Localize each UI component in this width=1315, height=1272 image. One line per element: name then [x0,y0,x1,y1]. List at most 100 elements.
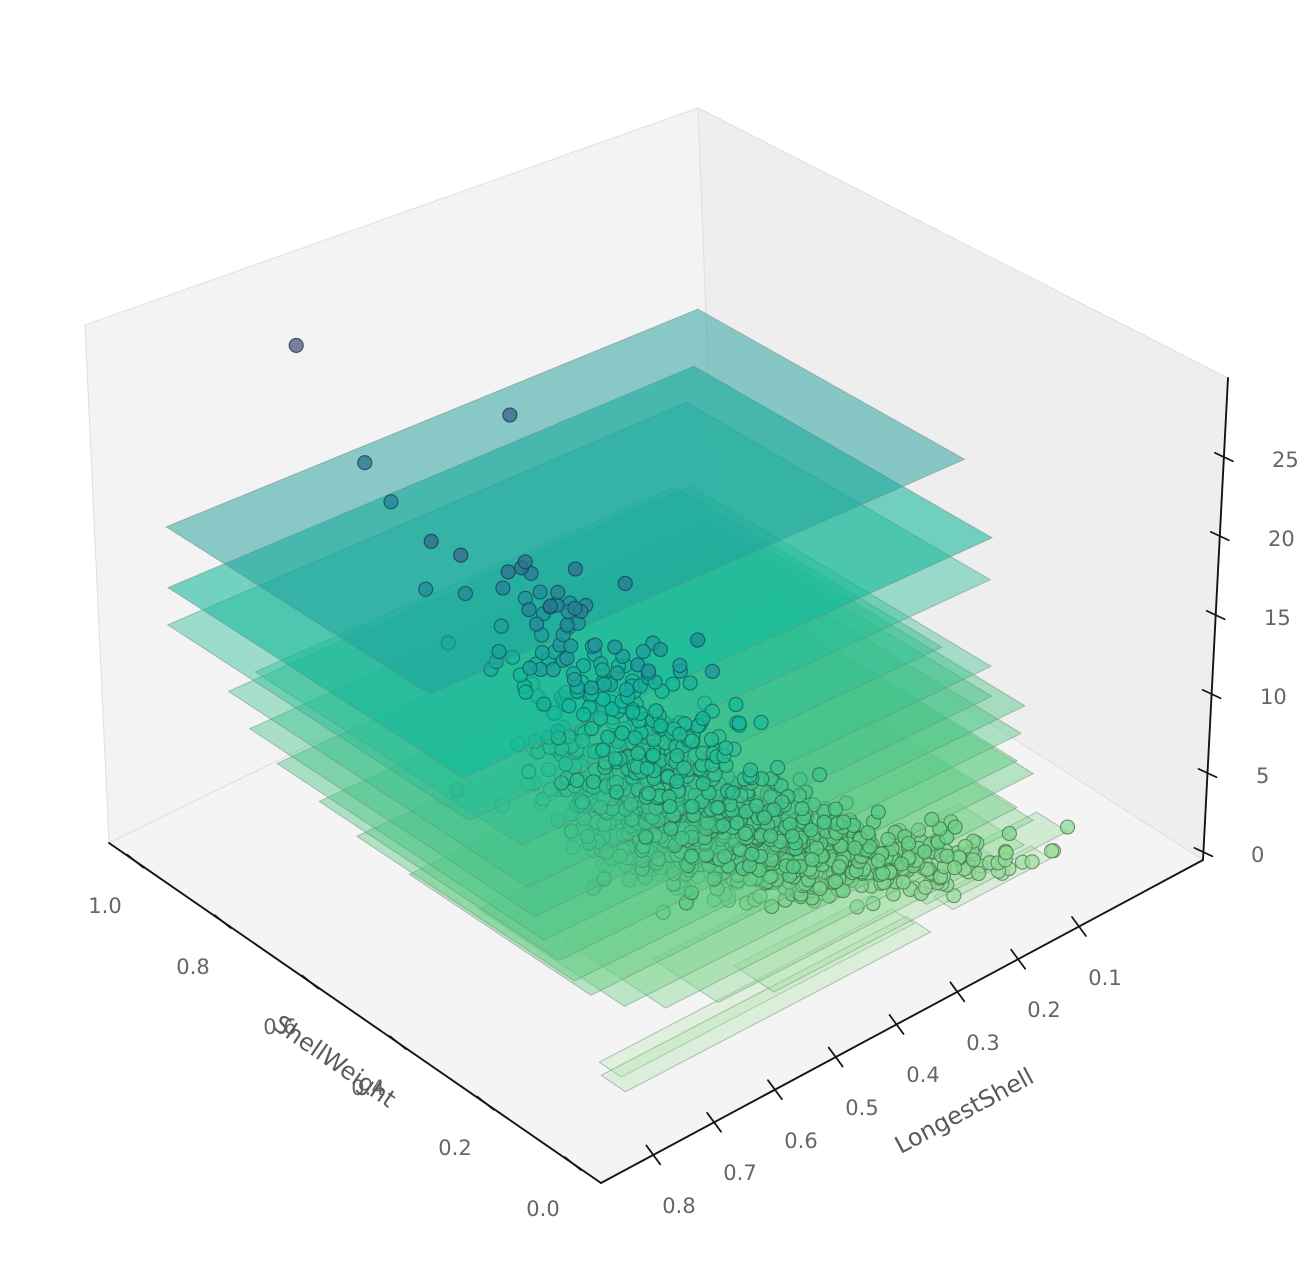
scatter-point [715,818,731,834]
axis-spines [108,377,1229,1184]
scatter-point [676,760,692,776]
scatter-point [946,860,963,876]
scatter-point [917,844,933,860]
scatter-point [672,657,688,674]
scatter-point [596,676,612,692]
scatter-point [672,726,688,742]
scatter-point [542,598,559,614]
scatter-point [614,725,630,741]
svg-text:0.4: 0.4 [906,1063,939,1087]
tick-labels: 1.0 0.8 0.6 0.4 0.2 0.0 0.8 0.7 0.6 0.5 0.4 0.3 0.2 0… [88,448,1298,1221]
scatter-point [609,665,625,681]
scatter-point [812,767,828,783]
scatter-point [641,785,657,801]
scatter-point [357,455,373,471]
scatter-point [540,762,557,778]
scatter-point [518,684,534,700]
scatter-point [785,859,801,875]
scatter-point [565,839,581,856]
scatter-point [804,852,820,868]
scatter-point [669,748,685,764]
scatter-point [695,776,711,792]
scatter-point [965,852,981,868]
scatter-point [812,880,828,897]
scatter-point [828,874,844,890]
scatter-point [695,710,711,727]
scatter-point [1024,854,1040,870]
scatter-point [880,831,896,847]
scatter-point [493,618,509,634]
scatter-point [623,796,639,812]
scatter-point [653,718,669,734]
scatter-point [607,639,623,655]
scatter-point [594,662,610,678]
scatter-point [627,730,643,746]
svg-text:1.0: 1.0 [88,894,121,918]
scatter-point [717,848,733,865]
scatter-point [635,643,651,660]
scatter-point [763,828,779,844]
scatter-point [831,859,847,875]
svg-text:0.4: 0.4 [351,1076,384,1100]
scatter-point [756,810,773,826]
scatter-point [1059,819,1076,835]
scatter-point [575,658,592,674]
scatter-point [449,782,465,798]
scatter-point [532,584,548,600]
scatter-point [585,774,601,790]
scatter-point [494,798,510,814]
scatter-point [609,784,625,800]
scatter-point [617,575,633,591]
scatter-point [784,828,801,844]
svg-text:0: 0 [1251,843,1264,867]
scatter-point [575,733,591,749]
class-plane [600,915,932,1093]
scatter-point [684,798,700,815]
scatter-point [860,825,876,841]
svg-text:0.6: 0.6 [784,1129,817,1153]
scatter-point [559,650,575,666]
scatter-point [652,641,668,658]
scatter-point [491,644,507,660]
scatter-point [1044,843,1060,859]
scatter-point [383,494,399,510]
scatter-point [423,533,439,549]
scatter-point [947,819,963,835]
scatter-point [803,822,819,838]
scatter-point [847,840,863,856]
scatter-point [731,715,747,731]
scatter-point [998,845,1014,861]
scatter-point [618,682,635,698]
scatter-point [704,663,720,679]
scatter-point [584,720,600,737]
svg-text:0.8: 0.8 [176,955,209,979]
scatter-point [566,671,582,688]
scatter-point [794,801,810,817]
scatter-point [816,814,832,830]
scatter-point [682,675,698,691]
scatter-point [580,828,596,845]
scatter-point [645,747,661,763]
scatter-point [900,835,917,852]
scatter-point [640,663,656,679]
scatter-point [576,707,592,723]
scatter-point [893,856,910,872]
scatter-point [917,879,933,895]
scatter-point [569,772,585,788]
scatter-point [1001,825,1017,842]
scatter-point [663,821,679,837]
scatter-point [742,762,759,778]
scatter-point [683,885,700,901]
scatter-point [567,561,583,577]
scatter-point [500,564,516,580]
scatter-point [737,826,753,842]
scatter-point [827,801,844,817]
scatter-point [563,638,579,654]
scatter-point [550,584,566,600]
scatter-point [924,811,940,827]
scatter-point [683,848,699,864]
scatter-point [457,585,473,602]
scatter-point [744,846,760,862]
svg-text:20: 20 [1268,527,1295,551]
